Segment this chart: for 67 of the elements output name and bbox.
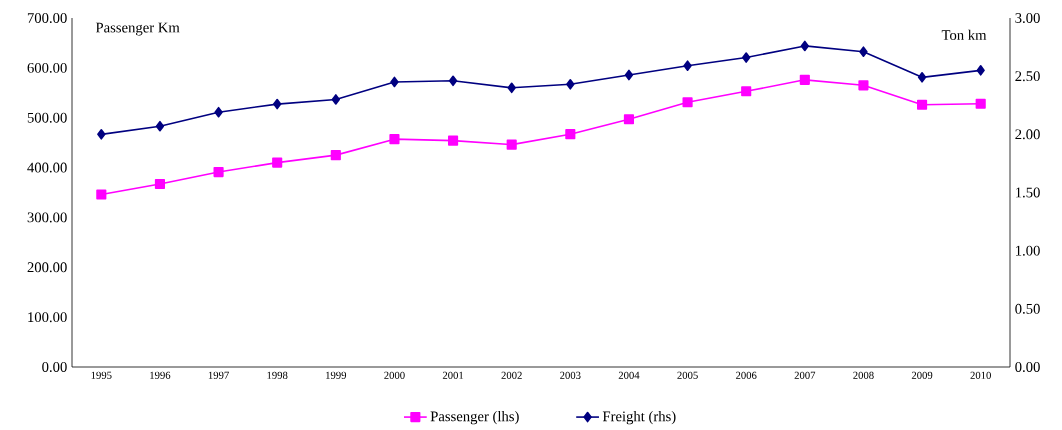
y2-tick-label: 2.00 bbox=[1015, 129, 1040, 140]
point bbox=[273, 98, 282, 110]
point bbox=[214, 106, 223, 118]
y2-axis-title: Ton km bbox=[941, 29, 987, 41]
x-tick-label: 2004 bbox=[618, 371, 640, 379]
point bbox=[565, 129, 576, 140]
x-tick-label: 1999 bbox=[326, 371, 347, 379]
y2-tick-label: 2.50 bbox=[1015, 71, 1040, 82]
point bbox=[975, 98, 986, 109]
y2-tick-label: 1.00 bbox=[1016, 245, 1040, 256]
x-tick-label: 2005 bbox=[677, 371, 698, 379]
point bbox=[683, 60, 692, 72]
y-tick-label: 0.00 bbox=[42, 362, 67, 372]
y-tick-label: 600.00 bbox=[27, 62, 67, 73]
x-tick-label: 2007 bbox=[794, 371, 816, 379]
x-tick-label: 1998 bbox=[267, 371, 288, 379]
y2-tick-label: 3.00 bbox=[1015, 13, 1040, 23]
x-tick-label: 2002 bbox=[501, 371, 522, 379]
y-tick-label: 400.00 bbox=[27, 162, 67, 173]
y2-tick-label: 0.00 bbox=[1015, 362, 1040, 372]
x-tick-label: 2003 bbox=[560, 371, 581, 379]
point bbox=[272, 157, 283, 168]
point bbox=[155, 120, 165, 132]
x-tick-label: 2000 bbox=[384, 371, 405, 379]
point bbox=[506, 139, 517, 150]
point bbox=[624, 69, 634, 81]
x-tick-label: 2008 bbox=[853, 371, 874, 379]
point bbox=[859, 46, 868, 58]
y-tick-label: 200.00 bbox=[27, 262, 67, 273]
point bbox=[623, 114, 635, 125]
point bbox=[858, 80, 869, 91]
x-tick-label: 2009 bbox=[911, 371, 933, 379]
point bbox=[917, 99, 928, 110]
y-tick-label: 300.00 bbox=[27, 212, 67, 223]
point bbox=[682, 97, 693, 108]
legend-label: Freight (rhs) bbox=[602, 411, 676, 425]
legend-label: Passenger (lhs) bbox=[430, 411, 519, 425]
x-tick-label: 2010 bbox=[970, 371, 991, 379]
point bbox=[917, 72, 927, 83]
point bbox=[330, 150, 341, 161]
point bbox=[448, 135, 459, 146]
x-tick-label: 2001 bbox=[442, 371, 464, 379]
point bbox=[742, 52, 751, 63]
x-tick-label: 1996 bbox=[150, 371, 171, 379]
point bbox=[741, 86, 752, 97]
x-tick-label: 1995 bbox=[91, 371, 112, 379]
point bbox=[331, 94, 341, 105]
y2-tick-label: 1.50 bbox=[1016, 187, 1040, 198]
point bbox=[448, 75, 458, 87]
y-tick-label: 700.00 bbox=[27, 13, 67, 23]
point bbox=[96, 189, 107, 200]
y2-tick-label: 0.50 bbox=[1015, 303, 1040, 314]
point bbox=[389, 134, 400, 145]
point bbox=[976, 65, 985, 76]
x-tick-label: 2006 bbox=[735, 371, 757, 379]
y-axis-title: Passenger Km bbox=[95, 22, 180, 36]
x-tick-label: 1997 bbox=[208, 371, 229, 379]
point bbox=[507, 82, 516, 94]
point bbox=[154, 178, 166, 190]
point bbox=[799, 74, 810, 85]
y-tick-label: 100.00 bbox=[28, 312, 67, 323]
point bbox=[390, 76, 399, 88]
point bbox=[213, 167, 224, 178]
point bbox=[97, 129, 106, 140]
point bbox=[566, 78, 575, 90]
point bbox=[800, 40, 810, 52]
y-tick-label: 500.00 bbox=[27, 112, 67, 123]
